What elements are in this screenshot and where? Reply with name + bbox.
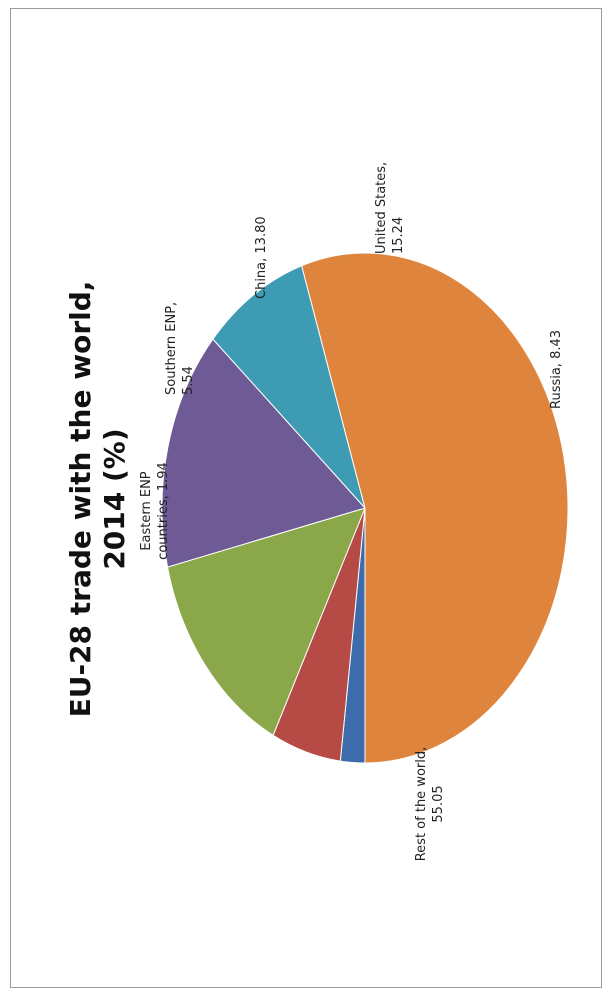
chart-title: EU-28 trade with the world, 2014 (%) xyxy=(64,281,131,718)
slice-label-line: countries, 1.94 xyxy=(156,462,171,560)
chart-title-line-2: 2014 (%) xyxy=(98,428,131,569)
slice-label-line: Southern ENP, xyxy=(164,302,179,395)
slice-label-line: Russia, 8.43 xyxy=(549,330,564,409)
slice-label-russia: Russia, 8.43 xyxy=(549,330,564,409)
slice-label-line: Eastern ENP xyxy=(139,471,154,550)
slice-label-line: 55.05 xyxy=(431,785,446,822)
pie-slice-rest-of-the-world xyxy=(301,252,569,764)
chart-title-line-1: EU-28 trade with the world, xyxy=(64,281,97,718)
slice-label-united-states: United States, 15.24 xyxy=(374,162,406,254)
slice-label-line: Rest of the world, xyxy=(414,747,429,862)
slice-label-rest-of-the-world: Rest of the world, 55.05 xyxy=(414,747,446,862)
slice-label-line: 15.24 xyxy=(391,217,406,254)
pie-slice-russia xyxy=(212,265,366,509)
pie-slice-china xyxy=(166,507,366,737)
slice-label-line: China, 13.80 xyxy=(254,216,269,299)
slice-label-eastern-enp-countries: Eastern ENP countries, 1.94 xyxy=(139,462,171,560)
slice-label-line: 5.54 xyxy=(181,366,196,395)
slice-label-southern-enp: Southern ENP, 5.54 xyxy=(164,302,196,395)
slice-label-line: United States, xyxy=(374,162,389,254)
slice-label-china: China, 13.80 xyxy=(254,216,269,299)
pie-slices xyxy=(161,252,569,764)
pie-slice-united-states xyxy=(161,338,366,568)
